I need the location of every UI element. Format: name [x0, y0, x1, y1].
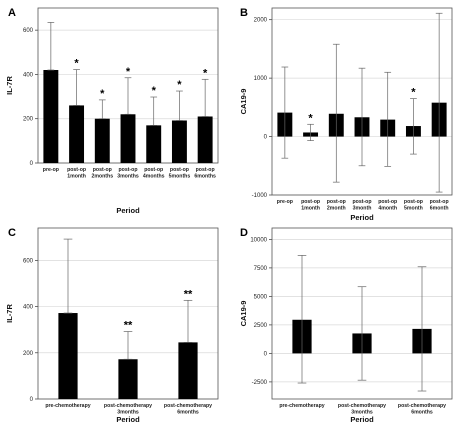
panel-c-bar — [118, 359, 138, 399]
panel-a-bar — [146, 125, 162, 163]
panel-c-significance-marker: ** — [124, 320, 133, 332]
panel-a-xtick-label: 2months — [91, 174, 113, 180]
panel-d: D -2500 0 2500 5000 7500 10000 pre-chemotherapy… — [239, 227, 453, 424]
panel-c-xlabel: Period — [116, 415, 140, 424]
panel-b-significance-marker: * — [308, 112, 313, 124]
panel-c-xtick-label: 6months — [177, 410, 199, 416]
panel-b-xtick-label: 5month — [404, 206, 423, 212]
panel-d-ytick-label: 7500 — [254, 266, 268, 272]
panel-a-xtick-label: 6months — [194, 174, 216, 180]
panel-c-xtick-label: post-chemotherapy — [104, 403, 152, 409]
panel-a-significance-marker: * — [126, 66, 131, 78]
panel-a-xtick-label: pre-op — [43, 167, 59, 173]
panel-a-xtick-label: post-op — [67, 167, 86, 173]
panel-a-xlabel: Period — [116, 206, 140, 215]
panel-a-significance-marker: * — [203, 67, 208, 79]
panel-a-ytick-label: 400 — [23, 72, 34, 78]
panel-b-xtick-label: 3month — [353, 206, 372, 212]
panel-d-ytick-label: 5000 — [254, 294, 268, 300]
panel-a-bar — [120, 114, 136, 163]
panel-d-label: D — [240, 227, 248, 239]
panel-c-ytick-label: 0 — [30, 397, 34, 403]
panel-a-xtick-label: post-op — [118, 167, 137, 173]
panel-b-ytick-label: 0 — [264, 135, 268, 141]
panel-d-ytick-label: 10000 — [250, 237, 267, 243]
panel-c-bar — [178, 342, 198, 399]
panel-b-xtick-label: 1month — [301, 206, 320, 212]
panel-a-significance-marker: * — [152, 85, 157, 97]
panel-c-xtick-label: pre-chemotherapy — [45, 403, 90, 409]
panel-b-xtick-label: pre-op — [277, 199, 293, 205]
panel-a-xtick-label: 1month — [67, 174, 86, 180]
panel-d-xtick-label: post-chemotherapy — [398, 403, 446, 409]
panel-a-bar — [171, 120, 187, 163]
panel-a-ytick-label: 200 — [23, 117, 34, 123]
panel-a-significance-marker: * — [100, 88, 105, 100]
panel-b-significance-marker: * — [411, 87, 416, 99]
panel-c-xtick-label: post-chemotherapy — [164, 403, 212, 409]
panel-b-xtick-label: 4month — [378, 206, 397, 212]
panel-b-xtick-label: post-op — [352, 199, 371, 205]
panel-d-plot-frame — [271, 227, 453, 400]
panel-a-bar — [69, 105, 85, 163]
panel-a-ytick-label: 0 — [30, 161, 34, 167]
panel-b-ylabel: CA19-9 — [239, 89, 248, 115]
panel-b-plot-frame — [271, 7, 453, 196]
panel-c-significance-marker: ** — [184, 288, 193, 300]
panel-b-xtick-label: post-op — [404, 199, 423, 205]
panel-a-bar — [197, 116, 213, 163]
panel-b-ytick-label: 2000 — [254, 18, 268, 24]
panel-d-xtick-label: post-chemotherapy — [338, 403, 386, 409]
panel-d-xlabel: Period — [350, 415, 374, 424]
panel-a-xtick-label: 3months — [117, 174, 139, 180]
panel-a-ylabel: IL-7R — [5, 76, 14, 95]
panel-a-xtick-label: post-op — [93, 167, 112, 173]
panel-d-xtick-label: 3months — [351, 410, 373, 416]
panel-b-xlabel: Period — [350, 213, 374, 222]
panel-a-label: A — [8, 7, 16, 19]
panel-c-bar — [58, 313, 78, 399]
panel-b-xtick-label: post-op — [378, 199, 397, 205]
panel-a-xtick-label: 5months — [169, 174, 191, 180]
panel-d-ylabel: CA19-9 — [239, 301, 248, 327]
panel-a-xtick-label: post-op — [144, 167, 163, 173]
panel-b-xtick-label: post-op — [301, 199, 320, 205]
panel-b-xtick-label: post-op — [327, 199, 346, 205]
panel-b-ytick-label: 1000 — [254, 76, 268, 82]
panel-b: B-1000010002000pre-op*post-op1monthpost-… — [239, 7, 453, 222]
panel-a-bar — [43, 70, 59, 163]
panel-a-significance-marker: * — [177, 79, 182, 91]
panel-c-label: C — [8, 227, 16, 239]
panel-c: C 0 200 400 600 pre-chemotherapy ** post-chemot… — [5, 227, 219, 424]
panel-c-ylabel: IL-7R — [5, 304, 14, 323]
panel-b-xtick-label: post-op — [430, 199, 449, 205]
panel-a-xtick-label: post-op — [170, 167, 189, 173]
panel-b-ytick-label: -1000 — [252, 193, 268, 199]
panel-d-xtick-label: 6months — [411, 410, 433, 416]
panel-d-ytick-label: -2500 — [252, 380, 268, 386]
panel-d-xtick-label: pre-chemotherapy — [279, 403, 324, 409]
panel-d-ytick-label: 0 — [264, 351, 268, 357]
panel-b-label: B — [240, 7, 248, 19]
panel-a: A0200400600pre-op*post-op1month*post-op2… — [5, 7, 219, 215]
panel-d-ytick-label: 2500 — [254, 323, 268, 329]
panel-b-xtick-label: 6month — [430, 206, 449, 212]
panel-c-ytick-label: 600 — [23, 258, 34, 264]
panel-a-xtick-label: 4months — [143, 174, 165, 180]
panel-b-xtick-label: 2month — [327, 206, 346, 212]
panel-a-ytick-label: 600 — [23, 28, 34, 34]
panel-a-significance-marker: * — [74, 58, 79, 70]
panel-a-bar — [94, 118, 110, 163]
panel-a-xtick-label: post-op — [196, 167, 215, 173]
panel-c-ytick-label: 200 — [23, 351, 34, 357]
panel-c-xtick-label: 3months — [117, 410, 139, 416]
panel-c-ytick-label: 400 — [23, 305, 34, 311]
